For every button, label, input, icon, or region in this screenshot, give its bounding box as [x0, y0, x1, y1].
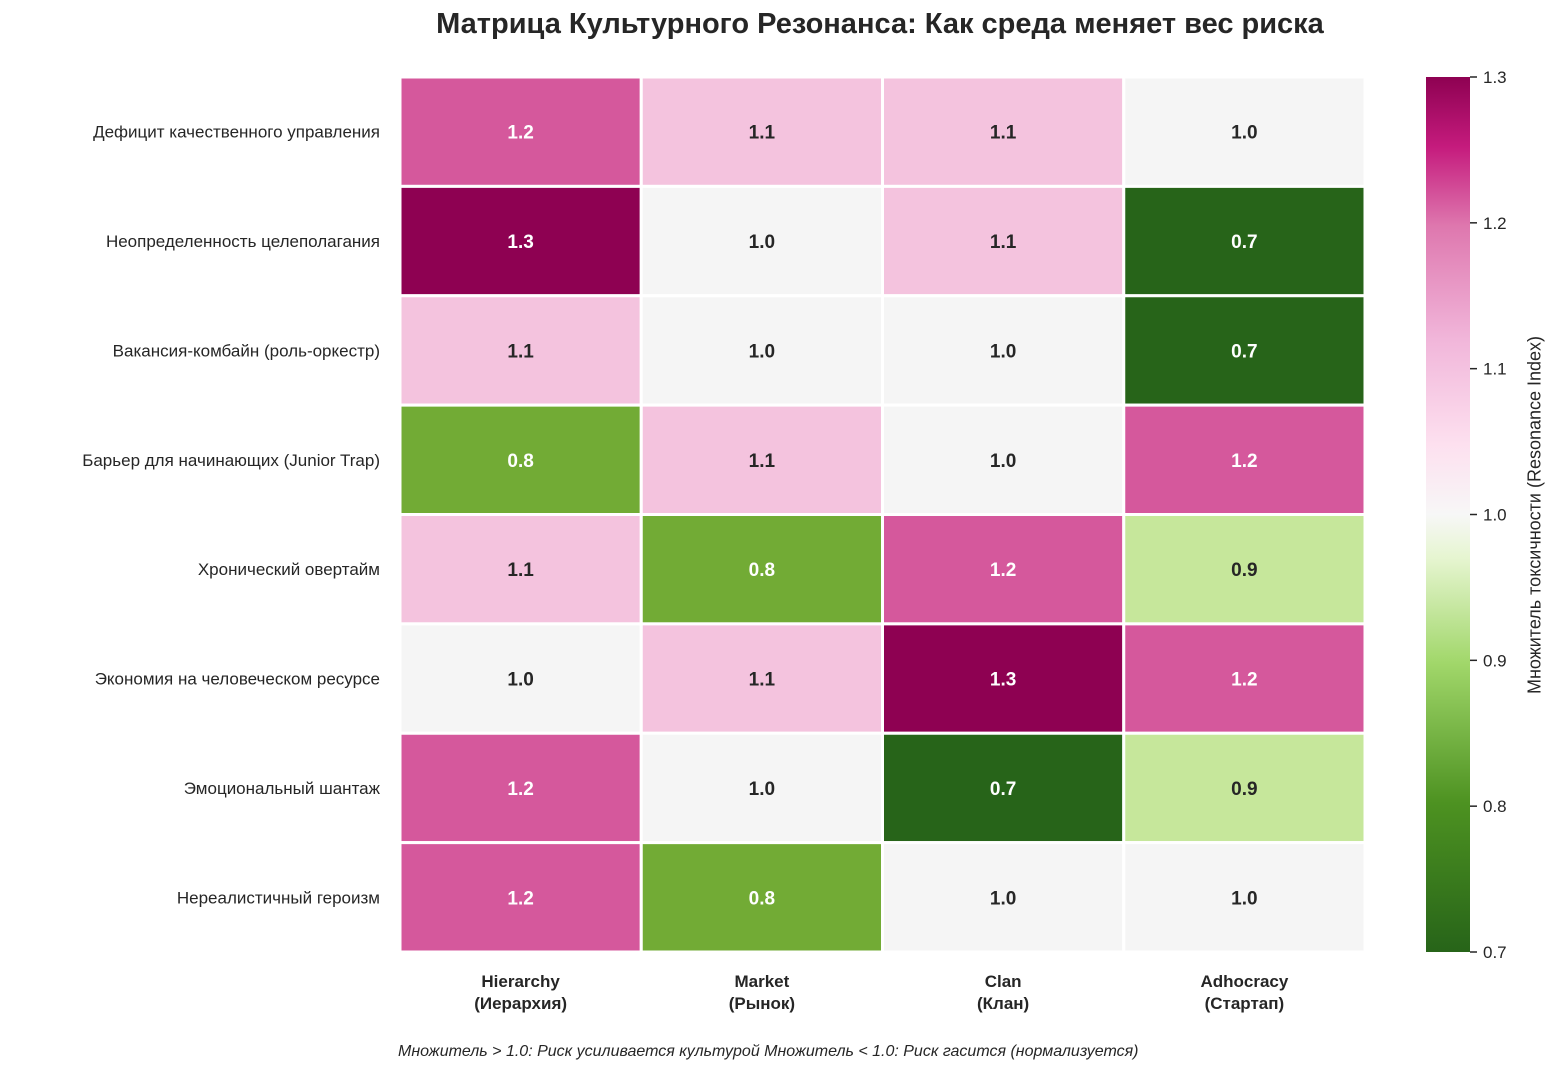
- cell-value-label: 0.8: [507, 451, 533, 472]
- row-label: Хронический овертайм: [198, 560, 380, 579]
- colorbar-tick-label: 1.2: [1483, 214, 1507, 233]
- cell-value-label: 1.0: [749, 779, 775, 800]
- cell-value-label: 1.3: [990, 670, 1016, 691]
- row-label: Неопределенность целеполагания: [106, 232, 380, 251]
- row-label: Вакансия-комбайн (роль-оркестр): [113, 341, 380, 360]
- cell-value-label: 1.0: [507, 670, 533, 691]
- cell-value-label: 1.0: [1231, 123, 1257, 144]
- cell-value-label: 0.7: [990, 779, 1016, 800]
- heatmap-cell: [639, 841, 884, 954]
- heatmap-cell: [1122, 513, 1367, 626]
- colorbar-tick-label: 1.3: [1483, 68, 1507, 87]
- heatmap-cell: [398, 841, 643, 954]
- heatmap-cell: [398, 294, 643, 407]
- cell-value-label: 1.0: [990, 451, 1016, 472]
- heatmap-cell: [1122, 294, 1367, 407]
- cell-value-label: 1.2: [1231, 670, 1257, 691]
- column-label: (Клан): [977, 994, 1029, 1013]
- heatmap-cell: [881, 513, 1126, 626]
- heatmap-cell: [398, 731, 643, 845]
- cell-value-label: 1.1: [990, 123, 1017, 144]
- cell-value-label: 0.8: [749, 560, 775, 581]
- heatmap-cell: [881, 841, 1126, 954]
- row-label: Нереалистичный героизм: [177, 888, 380, 907]
- cell-value-label: 1.2: [990, 560, 1016, 581]
- colorbar: [1426, 77, 1470, 952]
- heatmap-cell: [639, 403, 884, 516]
- cell-value-label: 1.3: [507, 232, 533, 253]
- heatmap-cell: [1122, 403, 1367, 516]
- heatmap-cell: [1122, 731, 1367, 845]
- row-label: Барьер для начинающих (Junior Trap): [82, 451, 380, 470]
- column-label: (Иерархия): [474, 994, 567, 1013]
- row-label: Экономия на человеческом ресурсе: [95, 670, 380, 689]
- footnote: Множитель > 1.0: Риск усиливается культу…: [398, 1043, 1139, 1060]
- heatmap-cell: [1122, 184, 1367, 298]
- cell-value-label: 1.2: [1231, 451, 1257, 472]
- cell-value-label: 0.9: [1231, 560, 1257, 581]
- heatmap-cell: [639, 75, 884, 188]
- column-label: Clan: [985, 972, 1022, 991]
- cell-value-label: 1.1: [990, 232, 1017, 253]
- cell-value-label: 1.0: [749, 232, 775, 253]
- colorbar-label: Множитель токсичности (Resonance Index): [1524, 335, 1545, 695]
- colorbar-tick-label: 1.1: [1483, 360, 1507, 379]
- cell-value-label: 0.7: [1231, 341, 1257, 362]
- colorbar-tick-label: 0.8: [1483, 797, 1507, 816]
- cell-value-label: 0.9: [1231, 779, 1257, 800]
- heatmap-cell: [639, 622, 884, 735]
- heatmap-cell: [639, 513, 884, 626]
- heatmap-cell: [398, 622, 643, 735]
- heatmap-cell: [881, 75, 1126, 188]
- column-label: Hierarchy: [481, 972, 560, 991]
- heatmap-cell: [1122, 622, 1367, 735]
- colorbar-tick-label: 0.7: [1483, 943, 1507, 962]
- row-label: Эмоциональный шантаж: [184, 779, 381, 798]
- cell-value-label: 1.0: [1231, 888, 1257, 909]
- cell-value-label: 1.2: [507, 779, 533, 800]
- cell-value-label: 0.8: [749, 888, 775, 909]
- chart-title: Матрица Культурного Резонанса: Как среда…: [436, 8, 1324, 40]
- colorbar-tick-label: 1.0: [1483, 506, 1507, 525]
- heatmap-cell: [639, 731, 884, 845]
- column-label: (Стартап): [1205, 994, 1285, 1013]
- heatmap-cell: [639, 294, 884, 407]
- cell-value-label: 0.7: [1231, 232, 1257, 253]
- row-label: Дефицит качественного управления: [93, 123, 380, 142]
- heatmap-cell: [398, 75, 643, 188]
- column-label: Market: [734, 972, 789, 991]
- heatmap-cell: [1122, 841, 1367, 954]
- cell-value-label: 1.1: [507, 560, 534, 581]
- cell-value-label: 1.1: [749, 451, 776, 472]
- cell-value-label: 1.1: [507, 341, 534, 362]
- cell-value-label: 1.2: [507, 123, 533, 144]
- cell-value-label: 1.0: [749, 341, 775, 362]
- column-label: (Рынок): [729, 994, 795, 1013]
- cell-value-label: 1.0: [990, 888, 1016, 909]
- column-label: Adhocracy: [1200, 972, 1288, 991]
- heatmap-cell: [881, 622, 1126, 735]
- heatmap-cell: [398, 403, 643, 516]
- cell-value-label: 1.2: [507, 888, 533, 909]
- cell-value-label: 1.1: [749, 123, 776, 144]
- colorbar-tick-label: 0.9: [1483, 651, 1507, 670]
- heatmap-cell: [398, 513, 643, 626]
- heatmap-cell: [881, 403, 1126, 516]
- cell-value-label: 1.0: [990, 341, 1016, 362]
- cell-value-label: 1.1: [749, 670, 776, 691]
